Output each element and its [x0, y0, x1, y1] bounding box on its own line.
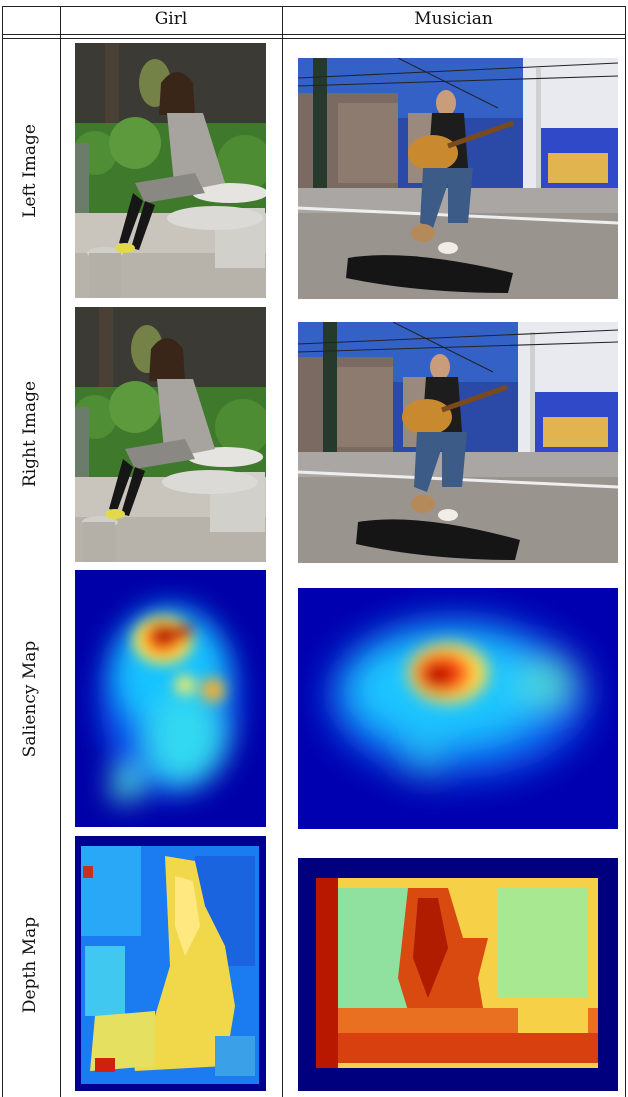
girl-saliency-map [75, 570, 266, 827]
row-label-left-image: Left Image [20, 124, 40, 218]
header-rule-1 [2, 34, 626, 35]
top-rule [2, 6, 626, 7]
row-label-depth-map: Depth Map [20, 916, 40, 1013]
musician-depth-map [298, 858, 618, 1091]
musician-saliency-map [298, 588, 618, 829]
girl-depth-map [75, 836, 266, 1091]
musician-left-photo [298, 58, 618, 299]
girl-left-photo [75, 43, 266, 298]
right-border [625, 6, 626, 1097]
row-label-saliency-map: Saliency Map [20, 640, 40, 758]
musician-right-photo [298, 322, 618, 563]
header-girl: Girl [154, 9, 188, 29]
header-rule-2 [2, 38, 626, 39]
col-separator-2 [282, 6, 283, 1097]
row-label-right-image: Right Image [20, 380, 40, 488]
girl-right-photo [75, 307, 266, 562]
header-musician: Musician [414, 9, 493, 29]
col-separator-1 [60, 6, 61, 1097]
left-border [2, 6, 3, 1097]
